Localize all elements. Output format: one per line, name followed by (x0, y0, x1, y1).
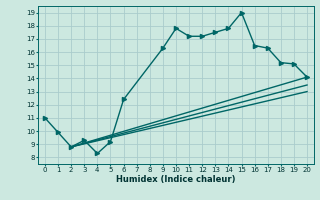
X-axis label: Humidex (Indice chaleur): Humidex (Indice chaleur) (116, 175, 236, 184)
